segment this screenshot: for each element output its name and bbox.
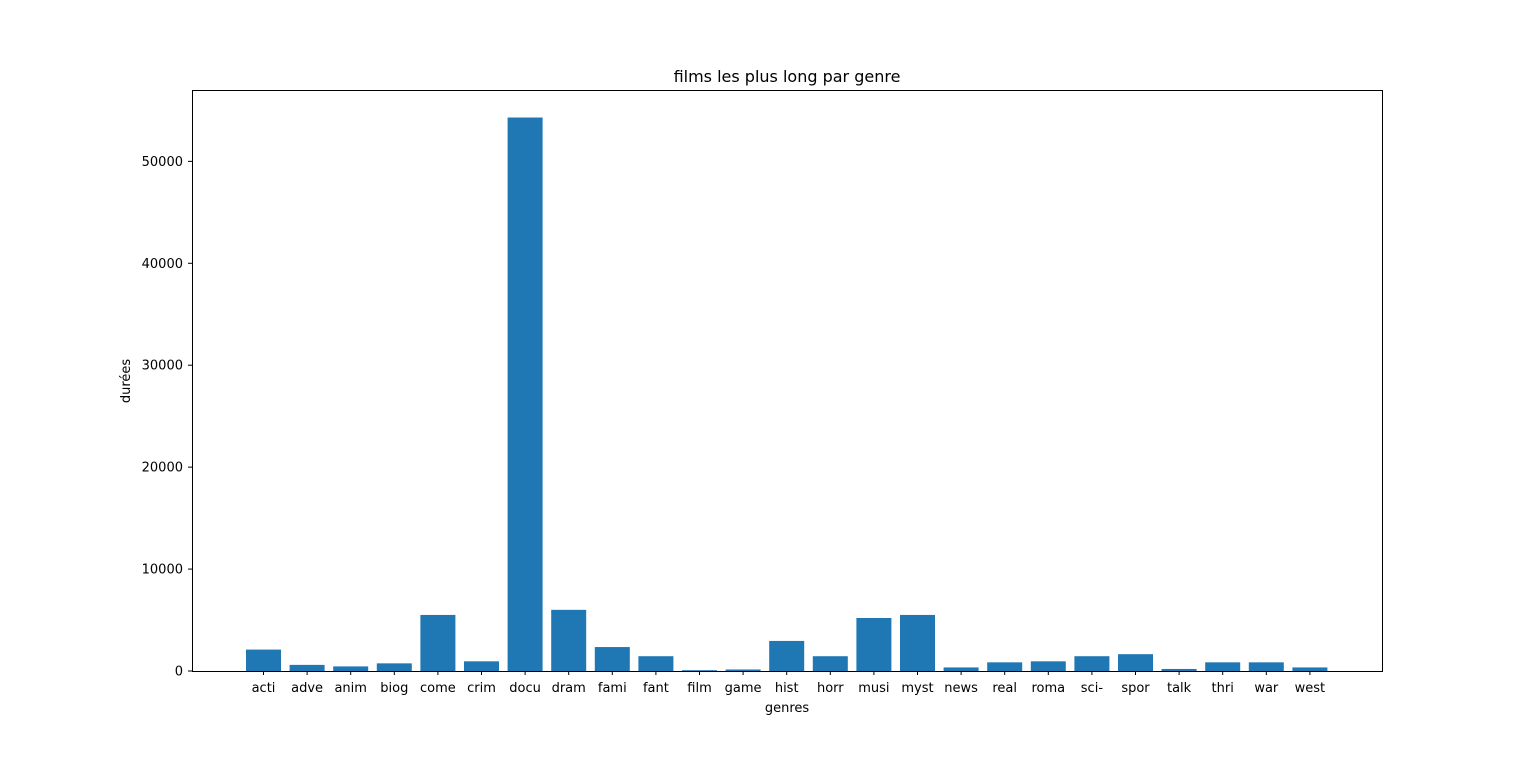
x-tick-label: musi	[858, 681, 889, 696]
bars-group	[246, 117, 1328, 671]
bar-talk	[1161, 668, 1197, 671]
x-tick-label: fami	[598, 681, 627, 696]
bar-fami	[594, 647, 630, 671]
x-tick-label: come	[420, 681, 456, 696]
x-tick-label: myst	[901, 681, 933, 696]
y-tick-label: 0	[175, 665, 183, 680]
bar-west	[1292, 667, 1328, 671]
bar-game	[725, 669, 761, 671]
x-tick-label: news	[944, 681, 978, 696]
bar-horr	[812, 656, 848, 671]
x-tick-label: talk	[1167, 681, 1192, 696]
bar-real	[987, 662, 1023, 671]
x-tick-label: thri	[1212, 681, 1234, 696]
x-tick-label: adve	[291, 681, 323, 696]
x-axis-label: genres	[765, 701, 810, 716]
x-tick-label: crim	[467, 681, 496, 696]
x-tick-label: west	[1295, 681, 1326, 696]
y-axis: 0 10000 20000 30000 40000 50000	[142, 155, 192, 680]
y-tick-label: 30000	[142, 359, 183, 374]
bar-come	[420, 614, 456, 671]
y-tick-label: 10000	[142, 563, 183, 578]
y-tick-label: 40000	[142, 257, 183, 272]
y-axis-label: durées	[119, 359, 134, 404]
bar-war	[1248, 662, 1284, 671]
bar-sci	[1074, 656, 1110, 671]
plot-frame	[192, 90, 1383, 672]
x-tick-label: hist	[775, 681, 799, 696]
x-tick-label: fant	[643, 681, 669, 696]
bar-dram	[551, 609, 587, 671]
x-tick-label: acti	[252, 681, 276, 696]
x-tick-label: game	[725, 681, 762, 696]
bar-news	[943, 667, 979, 671]
bar-crim	[464, 661, 499, 671]
x-axis: acti adve anim biog come crim docu dram fami fant…	[252, 671, 1326, 696]
bar-myst	[900, 614, 935, 671]
x-tick-label: biog	[380, 681, 408, 696]
x-tick-label: sci-	[1081, 681, 1104, 696]
x-tick-label: real	[992, 681, 1017, 696]
bar-thri	[1205, 662, 1241, 671]
bar-acti	[246, 649, 281, 671]
chart-title: films les plus long par genre	[674, 67, 901, 86]
x-tick-label: dram	[552, 681, 586, 696]
bar-adve	[289, 664, 325, 671]
x-tick-label: roma	[1031, 681, 1065, 696]
bar-biog	[376, 663, 412, 671]
x-tick-label: war	[1254, 681, 1279, 696]
y-tick-label: 20000	[142, 461, 183, 476]
bar-anim	[333, 666, 369, 671]
bar-hist	[769, 640, 805, 671]
bar-film	[682, 670, 717, 671]
bar-roma	[1030, 661, 1066, 671]
x-tick-label: anim	[334, 681, 366, 696]
x-tick-label: spor	[1121, 681, 1150, 696]
x-tick-label: film	[687, 681, 711, 696]
x-tick-label: horr	[817, 681, 844, 696]
bar-spor	[1118, 654, 1153, 671]
y-tick-label: 50000	[142, 155, 183, 170]
x-tick-label: docu	[509, 681, 541, 696]
bar-fant	[638, 656, 674, 671]
bar-musi	[856, 618, 892, 671]
bar-docu	[507, 117, 543, 671]
